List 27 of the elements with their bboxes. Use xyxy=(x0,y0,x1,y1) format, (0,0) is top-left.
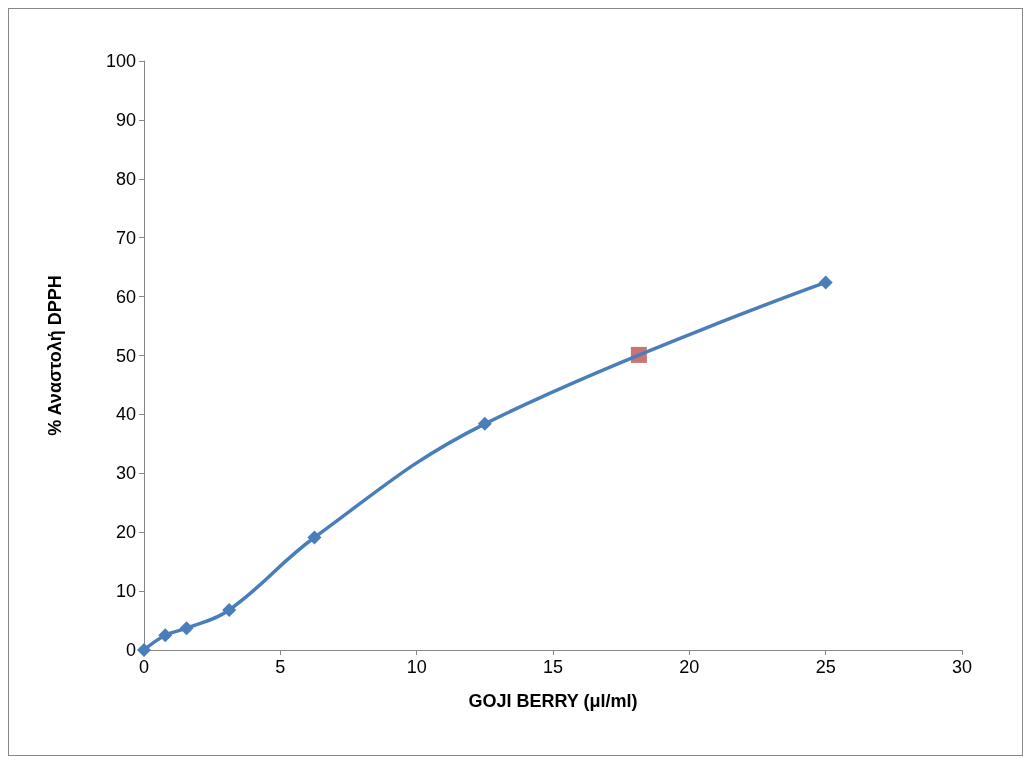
point xyxy=(477,416,492,431)
y-axis-title: % Αναστολή DPPH xyxy=(45,275,65,436)
y-tick-label: 100 xyxy=(105,51,136,71)
y-tick-label: 90 xyxy=(115,109,136,130)
x-tick-label: 15 xyxy=(542,657,564,677)
point xyxy=(158,628,173,643)
y-tick-label: 10 xyxy=(115,581,136,602)
point xyxy=(179,621,194,636)
y-tick-label: 70 xyxy=(115,227,136,248)
y-tick-label: 60 xyxy=(115,286,136,307)
point xyxy=(818,275,833,290)
point xyxy=(307,530,322,545)
y-tick-label: 80 xyxy=(115,168,136,189)
y-tick-label: 50 xyxy=(115,345,136,366)
x-axis-title: GOJI BERRY (μl/ml) xyxy=(468,691,638,711)
x-tick-label: 0 xyxy=(138,657,150,677)
point xyxy=(137,643,151,657)
point xyxy=(222,602,237,617)
y-tick-label: 30 xyxy=(115,463,136,484)
x-tick-label: 10 xyxy=(406,657,427,677)
y-tick-label: 40 xyxy=(115,404,136,425)
x-tick-label: 5 xyxy=(275,657,286,677)
y-tick-label: 0 xyxy=(125,640,136,660)
x-tick-label: 30 xyxy=(951,657,973,677)
x-tick-label: 25 xyxy=(815,657,836,677)
y-tick-label: 20 xyxy=(115,522,136,543)
x-tick-label: 20 xyxy=(679,657,700,677)
